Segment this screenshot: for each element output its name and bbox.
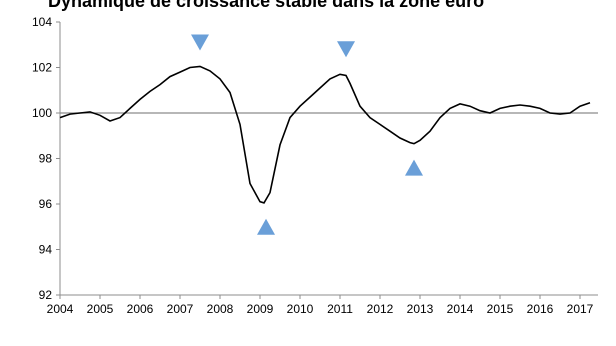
x-tick-label: 2013 <box>407 302 434 316</box>
trough-marker <box>405 159 423 176</box>
x-tick-label: 2007 <box>167 302 194 316</box>
x-tick-label: 2004 <box>47 302 74 316</box>
x-tick-label: 2008 <box>207 302 234 316</box>
x-tick-label: 2005 <box>87 302 114 316</box>
peak-marker <box>191 34 209 51</box>
peak-marker <box>337 41 355 58</box>
x-tick-label: 2009 <box>247 302 274 316</box>
chart-title: Dynamique de croissance stable dans la z… <box>48 0 485 11</box>
y-tick-label: 92 <box>39 288 53 302</box>
x-tick-label: 2011 <box>327 302 353 316</box>
x-axis-ticks: 2004 2005 2006 2007 2008 2009 2010 2011 2012 2013… <box>47 295 594 316</box>
x-tick-label: 2015 <box>487 302 514 316</box>
y-tick-label: 98 <box>39 152 53 166</box>
x-tick-label: 2010 <box>287 302 314 316</box>
x-tick-label: 2016 <box>527 302 554 316</box>
y-tick-label: 104 <box>32 15 52 29</box>
x-tick-label: 2012 <box>367 302 394 316</box>
turning-point-markers <box>191 34 423 235</box>
y-axis-ticks: 92 94 96 98 100 102 104 <box>32 15 60 302</box>
trough-marker <box>257 218 275 235</box>
y-tick-label: 94 <box>39 243 53 257</box>
y-tick-label: 102 <box>32 61 52 75</box>
y-tick-label: 100 <box>32 106 52 120</box>
x-tick-label: 2014 <box>447 302 474 316</box>
x-tick-label: 2017 <box>567 302 594 316</box>
series-line <box>59 65 591 204</box>
y-tick-label: 96 <box>39 197 53 211</box>
x-tick-label: 2006 <box>127 302 154 316</box>
